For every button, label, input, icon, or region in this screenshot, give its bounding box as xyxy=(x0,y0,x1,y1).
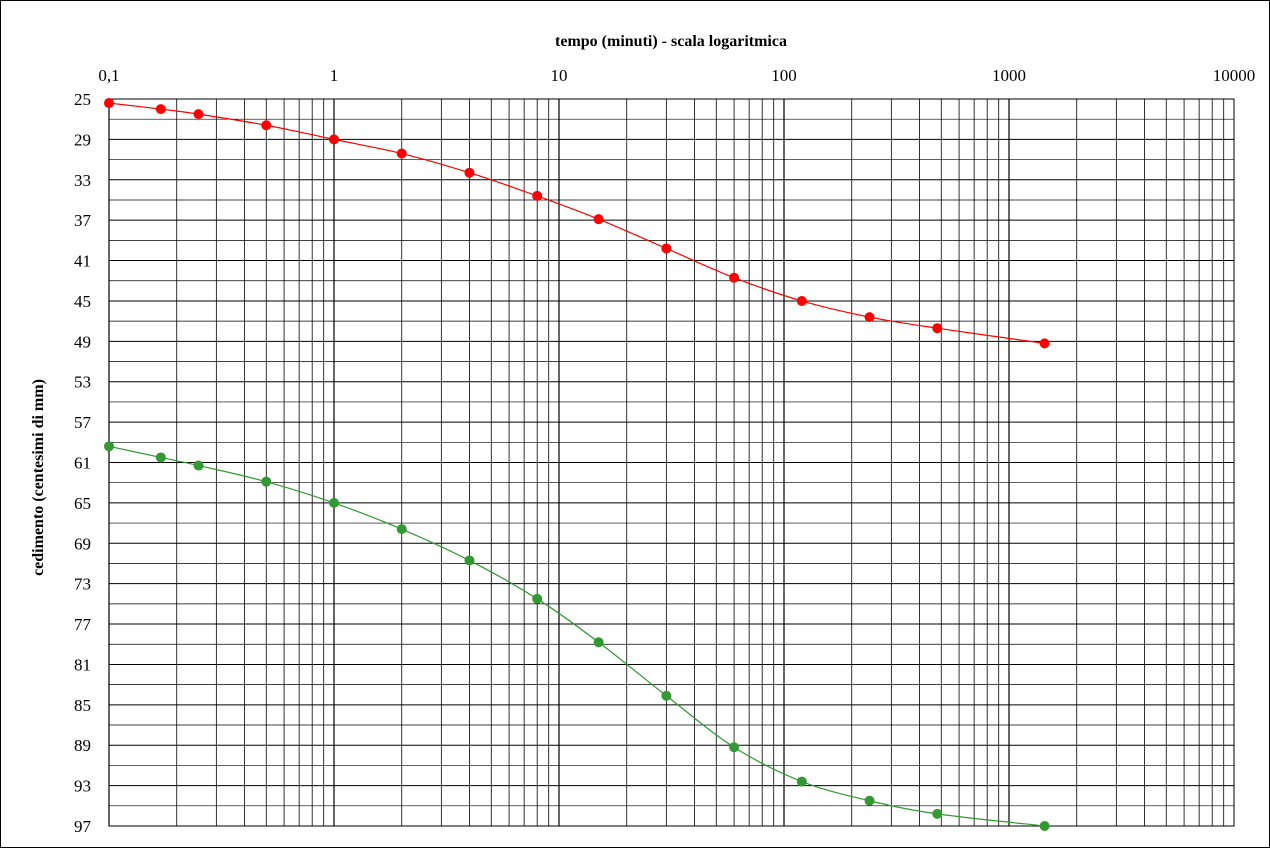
y-tick-label: 29 xyxy=(74,130,91,149)
y-tick-label: 41 xyxy=(74,252,91,271)
series-1-point xyxy=(661,243,672,254)
x-axis-label: tempo (minuti) - scala logaritmica xyxy=(555,33,787,50)
y-axis-ticks: 25 29 33 37 41 45 49 53 57 61 65 69 73 77 81 85 89 93 97 xyxy=(74,90,92,836)
x-tick-label: 100 xyxy=(771,66,797,85)
y-tick-label: 65 xyxy=(74,494,91,513)
series-2-point xyxy=(729,742,740,753)
series-2-point xyxy=(532,593,543,604)
y-tick-label: 93 xyxy=(74,777,91,796)
series-2-point xyxy=(261,476,272,487)
series-1-point xyxy=(396,148,407,159)
series-2-line xyxy=(108,445,1045,827)
series-2-point xyxy=(329,497,339,508)
series-1-point xyxy=(932,323,943,334)
y-tick-label: 45 xyxy=(74,292,91,311)
series-2-point xyxy=(796,776,807,787)
series-1-point xyxy=(593,214,604,225)
x-tick-label: 1 xyxy=(330,66,339,85)
y-tick-label: 25 xyxy=(74,90,91,109)
y-tick-label: 77 xyxy=(74,615,92,634)
series-1-point xyxy=(155,104,166,115)
y-tick-label: 57 xyxy=(74,413,92,432)
series-2-point xyxy=(104,441,114,452)
series-1-point xyxy=(464,167,475,178)
y-tick-label: 81 xyxy=(74,655,91,674)
y-tick-label: 73 xyxy=(74,575,91,594)
series-2-point xyxy=(1039,821,1050,831)
y-tick-label: 49 xyxy=(74,332,91,351)
series-1-point xyxy=(261,120,272,131)
x-tick-label: 1000 xyxy=(992,66,1026,85)
series-2-point xyxy=(193,460,204,471)
x-axis-ticks: 0,1 1 10 100 1000 10000 xyxy=(98,66,1255,85)
y-tick-label: 89 xyxy=(74,736,91,755)
series-1-line xyxy=(108,102,1045,344)
series-2-point xyxy=(864,795,875,806)
series-2-point xyxy=(932,808,943,819)
series-2-point xyxy=(593,637,604,648)
series-1-point xyxy=(796,295,807,306)
series-2-point xyxy=(155,452,166,463)
x-tick-label: 10 xyxy=(551,66,568,85)
chart-grid xyxy=(108,98,1234,827)
y-tick-label: 33 xyxy=(74,171,91,190)
y-tick-label: 97 xyxy=(74,817,92,836)
x-tick-label: 0,1 xyxy=(98,66,119,85)
y-tick-label: 61 xyxy=(74,454,91,473)
series-2-point xyxy=(464,555,475,566)
series-1-point xyxy=(104,98,114,109)
plot-area-border xyxy=(108,98,1235,827)
series-1-point xyxy=(1039,338,1050,349)
series-2-point xyxy=(661,690,672,701)
y-tick-label: 37 xyxy=(74,211,92,230)
data-series xyxy=(104,98,1050,831)
x-tick-label: 10000 xyxy=(1213,66,1256,85)
series-1-point xyxy=(329,134,339,145)
series-1-point xyxy=(532,190,543,201)
series-1-point xyxy=(729,272,740,283)
y-tick-label: 69 xyxy=(74,534,91,553)
series-1-point xyxy=(864,312,875,323)
y-tick-label: 85 xyxy=(74,696,91,715)
y-axis-label: cedimento (centesimi di mm) xyxy=(30,379,47,576)
y-tick-label: 53 xyxy=(74,373,91,392)
series-1-point xyxy=(193,109,204,120)
series-2-point xyxy=(396,524,407,535)
